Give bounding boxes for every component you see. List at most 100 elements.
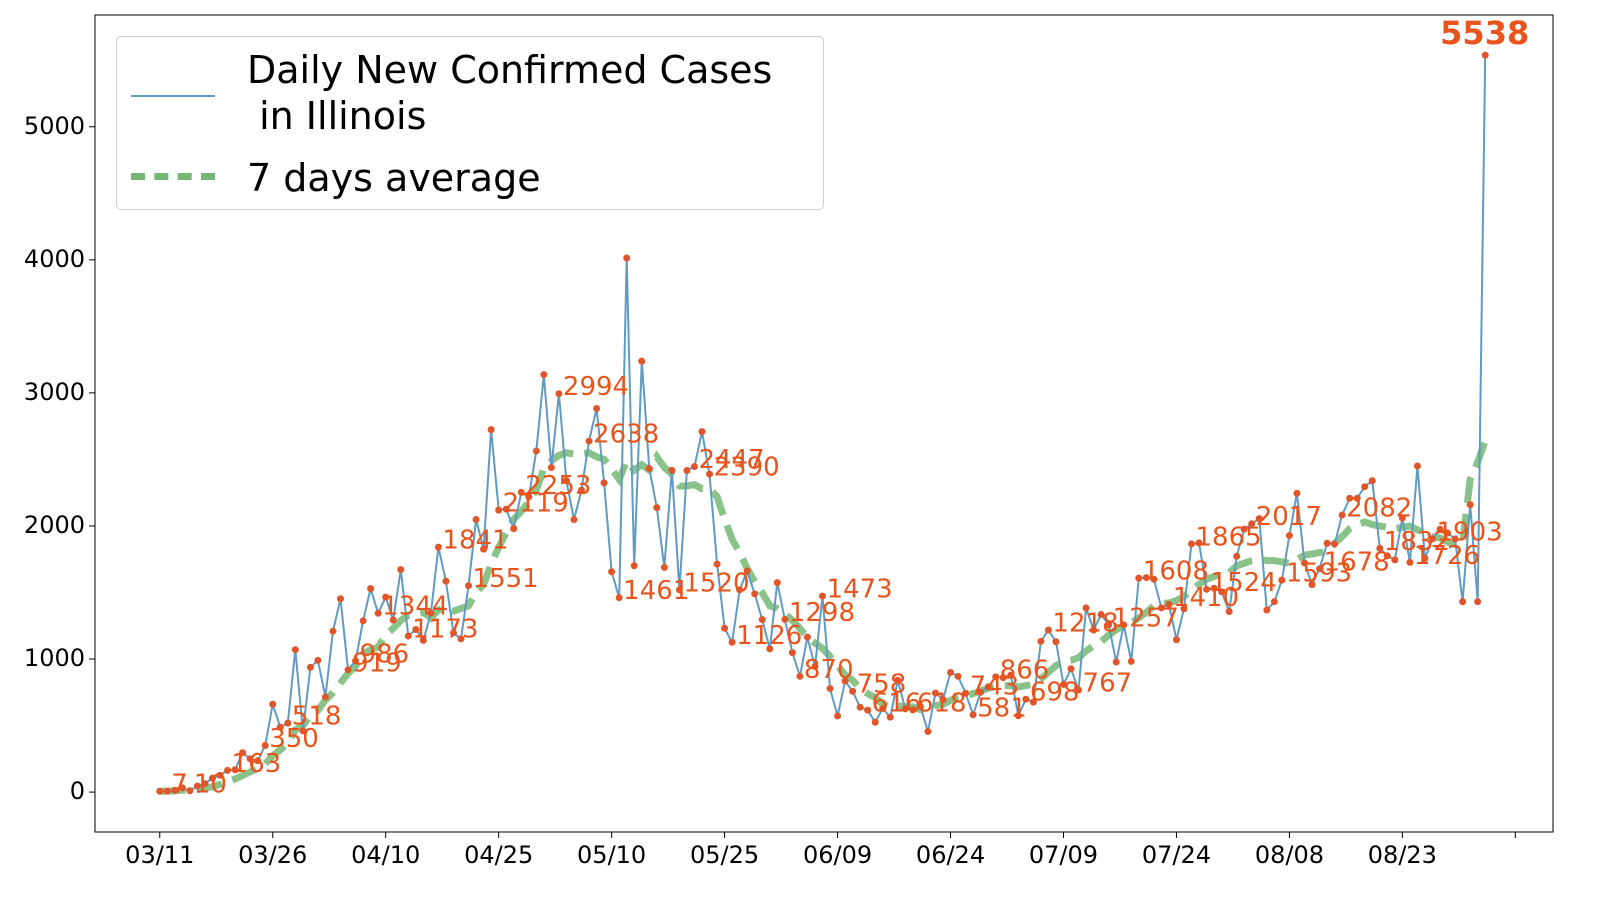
point	[1210, 584, 1218, 592]
point	[367, 585, 375, 593]
point	[675, 586, 683, 594]
point	[1255, 515, 1263, 523]
data-label: 698	[1030, 678, 1080, 708]
point	[480, 545, 488, 553]
point	[472, 515, 480, 523]
point	[1135, 574, 1143, 582]
point	[412, 625, 420, 633]
point	[788, 649, 796, 657]
data-label: 1410	[1173, 583, 1239, 613]
data-label: 986	[360, 639, 410, 669]
point	[969, 711, 977, 719]
data-label: 743	[970, 672, 1020, 702]
point	[1353, 494, 1361, 502]
point	[886, 713, 894, 721]
point	[540, 371, 548, 379]
point	[224, 766, 232, 774]
point	[999, 674, 1007, 682]
point	[1444, 529, 1452, 537]
point	[502, 505, 510, 513]
point	[1007, 671, 1015, 679]
point	[638, 357, 646, 365]
average-line	[159, 439, 1489, 795]
point	[1067, 665, 1075, 673]
point	[269, 700, 277, 708]
point	[1338, 511, 1346, 519]
point	[1195, 539, 1203, 547]
point	[276, 723, 284, 731]
point	[284, 719, 292, 727]
point	[1323, 539, 1331, 547]
point	[1406, 558, 1414, 566]
legend-swatch	[131, 95, 215, 97]
point	[1203, 585, 1211, 593]
point	[359, 617, 367, 625]
point	[1308, 581, 1316, 589]
point	[630, 562, 638, 570]
point	[555, 390, 563, 398]
point	[1150, 575, 1158, 583]
point	[382, 593, 390, 601]
point	[977, 688, 985, 696]
point	[208, 774, 216, 782]
point	[1052, 638, 1060, 646]
data-label: 10	[194, 769, 227, 799]
point	[1044, 626, 1052, 634]
point	[321, 693, 329, 701]
legend-label: Daily New Confirmed Cases in Illinois	[247, 48, 773, 138]
y-tick-label: 2000	[24, 511, 85, 539]
point	[1376, 544, 1384, 552]
point	[374, 609, 382, 617]
point	[871, 718, 879, 726]
point	[615, 594, 623, 602]
point	[1263, 606, 1271, 614]
point	[1180, 605, 1188, 613]
point	[841, 677, 849, 685]
point	[1451, 535, 1459, 543]
point	[1436, 525, 1444, 533]
point	[299, 727, 307, 735]
point	[1082, 604, 1090, 612]
point	[1459, 598, 1467, 606]
point	[645, 464, 653, 472]
data-label: 1841	[442, 526, 508, 556]
point	[773, 579, 781, 587]
y-tick-label: 3000	[24, 378, 85, 406]
point	[690, 462, 698, 470]
point	[1421, 554, 1429, 562]
data-label: 1473	[826, 575, 892, 605]
point	[1029, 698, 1037, 706]
data-label: 1126	[736, 621, 802, 651]
point	[404, 632, 412, 640]
y-tick-label: 5000	[24, 112, 85, 140]
data-label: 7	[171, 770, 188, 800]
point	[1014, 712, 1022, 720]
point	[1188, 540, 1196, 548]
data-label: 1298	[789, 598, 855, 628]
point	[653, 504, 661, 512]
point	[758, 616, 766, 624]
point	[834, 712, 842, 720]
y-tick-label: 4000	[24, 245, 85, 273]
point	[1225, 608, 1233, 616]
point	[352, 657, 360, 665]
point	[751, 590, 759, 598]
point	[171, 786, 179, 794]
point	[743, 567, 751, 575]
point	[1157, 604, 1165, 612]
data-label: 2017	[1256, 502, 1322, 532]
point	[329, 627, 337, 635]
point	[1278, 576, 1286, 584]
point	[600, 479, 608, 487]
point	[1172, 636, 1180, 644]
point	[781, 615, 789, 623]
point	[1059, 680, 1067, 688]
point	[291, 646, 299, 654]
point	[510, 525, 518, 533]
point	[924, 728, 932, 736]
x-tick-label: 07/09	[1029, 841, 1098, 869]
data-label: 1524	[1211, 568, 1277, 598]
point	[962, 689, 970, 697]
point	[570, 516, 578, 524]
